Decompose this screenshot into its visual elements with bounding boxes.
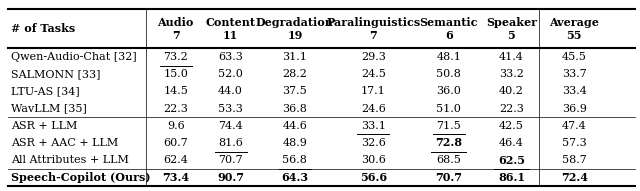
Text: 57.3: 57.3 xyxy=(562,138,587,148)
Text: 22.3: 22.3 xyxy=(163,104,188,114)
Text: 64.3: 64.3 xyxy=(282,172,308,183)
Text: 73.2: 73.2 xyxy=(163,52,188,62)
Text: 14.5: 14.5 xyxy=(163,86,188,96)
Text: Average
55: Average 55 xyxy=(549,17,599,40)
Text: Degradation
19: Degradation 19 xyxy=(256,17,334,40)
Text: 52.0: 52.0 xyxy=(218,69,243,79)
Text: 70.7: 70.7 xyxy=(218,155,243,165)
Text: 36.8: 36.8 xyxy=(282,104,307,114)
Text: 63.3: 63.3 xyxy=(218,52,243,62)
Text: 32.6: 32.6 xyxy=(361,138,386,148)
Text: 72.8: 72.8 xyxy=(435,137,462,148)
Text: 22.3: 22.3 xyxy=(499,104,524,114)
Text: 33.2: 33.2 xyxy=(499,69,524,79)
Text: All Attributes + LLM: All Attributes + LLM xyxy=(11,155,129,165)
Text: 33.1: 33.1 xyxy=(361,121,386,131)
Text: # of Tasks: # of Tasks xyxy=(11,23,75,34)
Text: 40.2: 40.2 xyxy=(499,86,524,96)
Text: 68.5: 68.5 xyxy=(436,155,461,165)
Text: 60.7: 60.7 xyxy=(163,138,188,148)
Text: ASR + LLM: ASR + LLM xyxy=(11,121,77,131)
Text: 31.1: 31.1 xyxy=(282,52,307,62)
Text: 48.9: 48.9 xyxy=(282,138,307,148)
Text: 44.6: 44.6 xyxy=(282,121,307,131)
Text: 37.5: 37.5 xyxy=(282,86,307,96)
Text: Speaker
5: Speaker 5 xyxy=(486,17,537,40)
Text: 42.5: 42.5 xyxy=(499,121,524,131)
Text: 56.6: 56.6 xyxy=(360,172,387,183)
Text: 56.8: 56.8 xyxy=(282,155,307,165)
Text: Speech-Copilot (Ours): Speech-Copilot (Ours) xyxy=(11,172,150,183)
Text: 46.4: 46.4 xyxy=(499,138,524,148)
Text: 71.5: 71.5 xyxy=(436,121,461,131)
Text: ASR + AAC + LLM: ASR + AAC + LLM xyxy=(11,138,118,148)
Text: SALMONN [33]: SALMONN [33] xyxy=(11,69,100,79)
Text: 15.0: 15.0 xyxy=(163,69,188,79)
Text: 30.6: 30.6 xyxy=(361,155,386,165)
Text: Paralinguistics
7: Paralinguistics 7 xyxy=(326,17,420,40)
Text: WavLLM [35]: WavLLM [35] xyxy=(11,104,87,114)
Text: Qwen-Audio-Chat [32]: Qwen-Audio-Chat [32] xyxy=(11,52,137,62)
Text: 51.0: 51.0 xyxy=(436,104,461,114)
Text: 90.7: 90.7 xyxy=(217,172,244,183)
Text: 45.5: 45.5 xyxy=(562,52,587,62)
Text: 53.3: 53.3 xyxy=(218,104,243,114)
Text: 36.0: 36.0 xyxy=(436,86,461,96)
Text: 44.0: 44.0 xyxy=(218,86,243,96)
Text: Semantic
6: Semantic 6 xyxy=(419,17,478,40)
Text: 62.5: 62.5 xyxy=(498,155,525,166)
Text: 72.4: 72.4 xyxy=(561,172,588,183)
Text: 9.6: 9.6 xyxy=(167,121,184,131)
Text: 24.5: 24.5 xyxy=(361,69,386,79)
Text: 28.2: 28.2 xyxy=(282,69,307,79)
Text: 58.7: 58.7 xyxy=(562,155,587,165)
Text: 86.1: 86.1 xyxy=(498,172,525,183)
Text: Content
11: Content 11 xyxy=(205,17,255,40)
Text: 47.4: 47.4 xyxy=(562,121,587,131)
Text: LTU-AS [34]: LTU-AS [34] xyxy=(11,86,80,96)
Text: 29.3: 29.3 xyxy=(361,52,386,62)
Text: 50.8: 50.8 xyxy=(436,69,461,79)
Text: 74.4: 74.4 xyxy=(218,121,243,131)
Text: 81.6: 81.6 xyxy=(218,138,243,148)
Text: 70.7: 70.7 xyxy=(435,172,462,183)
Text: 36.9: 36.9 xyxy=(562,104,587,114)
Text: 33.7: 33.7 xyxy=(562,69,587,79)
Text: 62.4: 62.4 xyxy=(163,155,188,165)
Text: Audio
7: Audio 7 xyxy=(157,17,194,40)
Text: 41.4: 41.4 xyxy=(499,52,524,62)
Text: 24.6: 24.6 xyxy=(361,104,386,114)
Text: 17.1: 17.1 xyxy=(361,86,386,96)
Text: 33.4: 33.4 xyxy=(562,86,587,96)
Text: 48.1: 48.1 xyxy=(436,52,461,62)
Text: 73.4: 73.4 xyxy=(162,172,189,183)
